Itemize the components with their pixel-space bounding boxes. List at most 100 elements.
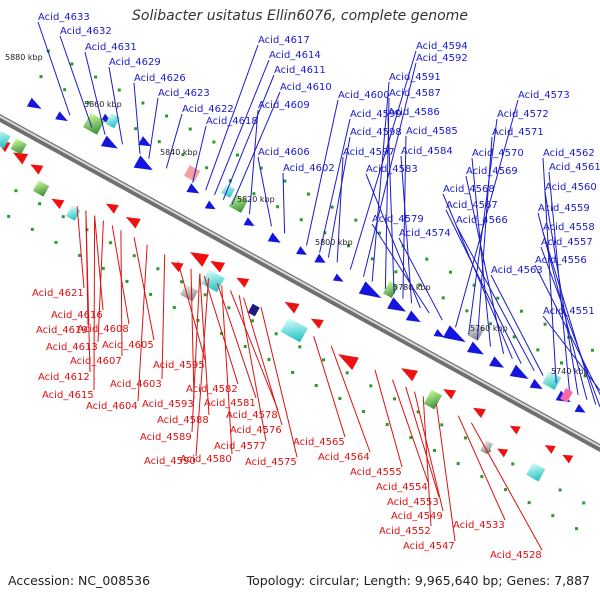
forward-leader-line <box>306 99 339 246</box>
reverse-leader-line <box>133 237 155 341</box>
forward-gene-arrow <box>387 297 406 312</box>
reverse-leader-line <box>260 307 298 458</box>
forward-gene-label: Acid_4623 <box>158 88 210 99</box>
forward-gene-arrow <box>26 97 42 109</box>
feature-block-shape <box>0 128 11 149</box>
ruler-tick <box>418 283 422 287</box>
ruler-tick <box>157 140 161 144</box>
scale-label: 5740 kbp <box>551 367 589 376</box>
ruler-tick <box>156 267 160 271</box>
reverse-gene <box>105 203 119 214</box>
feature-block-shape <box>480 440 493 455</box>
reverse-gene-label: Acid_4576 <box>230 425 282 436</box>
forward-leader-line <box>148 97 159 159</box>
ruler-tick <box>149 292 153 296</box>
scale-label: 5880 kbp <box>5 53 43 62</box>
forward-gene-label: Acid_4557 <box>541 237 593 248</box>
reverse-gene-label: Acid_4549 <box>391 511 443 522</box>
reverse-gene-arrow <box>284 301 300 314</box>
forward-gene-label: Acid_4594 <box>416 41 468 52</box>
feature-block <box>382 280 399 299</box>
forward-gene <box>55 111 68 122</box>
forward-gene-arrow <box>405 310 421 323</box>
feature-block <box>10 138 27 155</box>
ruler-tick <box>7 214 11 218</box>
ruler-tick <box>441 296 445 300</box>
reverse-gene-arrow <box>30 164 44 175</box>
ruler-tick <box>205 166 209 170</box>
reverse-gene-label: Acid_4578 <box>226 410 278 421</box>
forward-gene <box>405 310 421 323</box>
forward-gene-label: Acid_4592 <box>416 53 468 64</box>
feature-block-shape <box>10 138 27 155</box>
ruler-tick <box>227 306 231 310</box>
reverse-leader-line <box>137 244 148 402</box>
scale-label: 5800 kbp <box>315 238 353 247</box>
feature-block-shape <box>221 184 235 198</box>
ruler-tick <box>330 205 334 209</box>
reverse-gene-arrow <box>189 252 210 267</box>
feature-block <box>423 389 443 410</box>
ruler-tick <box>425 257 429 261</box>
forward-gene-label: Acid_4606 <box>258 147 310 158</box>
forward-leader-line <box>490 274 544 376</box>
feature-block <box>32 180 50 197</box>
reverse-gene <box>401 368 419 382</box>
ruler-tick <box>456 462 460 466</box>
forward-gene <box>243 217 255 227</box>
ruler-tick <box>134 127 138 131</box>
reverse-leader-line <box>120 230 123 357</box>
forward-gene-label: Acid_4602 <box>283 163 335 174</box>
forward-gene <box>489 356 505 368</box>
ruler-tick <box>220 331 224 335</box>
ruler-tick <box>180 280 184 284</box>
ruler-tick <box>559 361 563 365</box>
feature-block <box>228 193 248 213</box>
ruler-tick <box>212 140 216 144</box>
forward-gene-label: Acid_4569 <box>466 166 518 177</box>
forward-gene-arrow <box>243 217 255 227</box>
ruler-tick <box>101 266 105 270</box>
feature-block <box>105 112 120 129</box>
forward-leader-line <box>349 50 417 270</box>
reverse-gene-label: Acid_4582 <box>186 384 238 395</box>
forward-gene <box>442 325 466 343</box>
forward-gene <box>314 253 326 263</box>
forward-gene <box>133 155 153 171</box>
forward-gene-label: Acid_4556 <box>535 255 587 266</box>
reverse-leader-line <box>177 261 206 361</box>
ruler-tick <box>489 322 493 326</box>
scale-label: 5840 kbp <box>160 148 198 157</box>
ruler-tick <box>54 240 58 244</box>
reverse-gene-arrow <box>443 389 457 400</box>
ruler-tick <box>519 309 523 313</box>
forward-gene-arrow <box>100 135 118 149</box>
reverse-gene-arrow <box>338 354 359 370</box>
feature-block <box>0 128 11 149</box>
ruler-tick <box>291 370 295 374</box>
forward-gene-arrow <box>138 136 152 147</box>
ruler-tick <box>299 218 303 222</box>
forward-gene-label: Acid_4611 <box>274 65 326 76</box>
ruler-tick <box>377 231 381 235</box>
accession-label: Accession: NC_008536 <box>8 573 151 588</box>
forward-leader-line <box>319 118 351 253</box>
ruler-tick <box>362 410 366 414</box>
forward-leader-line <box>542 315 600 392</box>
reverse-leader-line <box>76 206 85 289</box>
reverse-leader-line <box>422 396 432 527</box>
ruler-tick <box>132 254 136 258</box>
forward-leader-line <box>165 113 183 169</box>
reverse-gene-label: Acid_4590 <box>144 456 196 467</box>
ruler-tick <box>94 75 98 79</box>
forward-leader-line <box>59 35 93 128</box>
reverse-gene-label: Acid_4554 <box>376 482 428 493</box>
feature-block <box>560 388 573 403</box>
reverse-leader-line <box>414 391 444 512</box>
reverse-gene <box>562 454 574 464</box>
forward-gene-label: Acid_4571 <box>492 127 544 138</box>
forward-gene-label: Acid_4562 <box>543 148 595 159</box>
ruler-tick <box>228 179 232 183</box>
reverse-leader-line <box>195 278 209 457</box>
